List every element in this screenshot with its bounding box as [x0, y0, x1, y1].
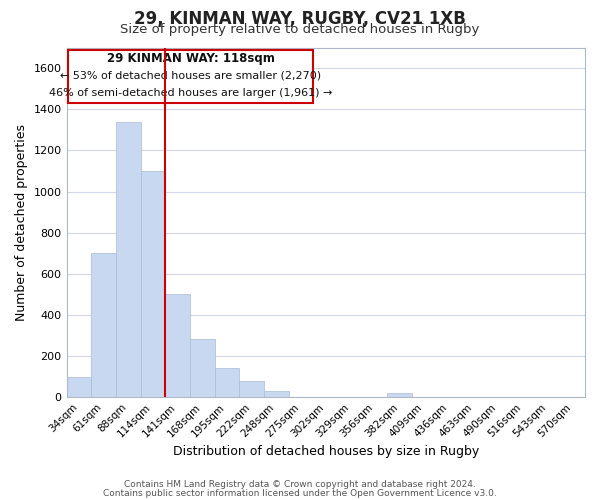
Bar	[264, 391, 289, 397]
Bar	[388, 393, 412, 397]
Bar	[68, 50, 313, 103]
Bar	[116, 122, 140, 397]
Text: Contains public sector information licensed under the Open Government Licence v3: Contains public sector information licen…	[103, 488, 497, 498]
Bar	[215, 368, 239, 397]
Y-axis label: Number of detached properties: Number of detached properties	[15, 124, 28, 321]
Bar	[190, 338, 215, 397]
Bar	[140, 171, 165, 397]
X-axis label: Distribution of detached houses by size in Rugby: Distribution of detached houses by size …	[173, 444, 479, 458]
Bar	[239, 381, 264, 397]
Text: 46% of semi-detached houses are larger (1,961) →: 46% of semi-detached houses are larger (…	[49, 88, 332, 98]
Text: Contains HM Land Registry data © Crown copyright and database right 2024.: Contains HM Land Registry data © Crown c…	[124, 480, 476, 489]
Bar	[67, 376, 91, 397]
Bar	[165, 294, 190, 397]
Text: 29, KINMAN WAY, RUGBY, CV21 1XB: 29, KINMAN WAY, RUGBY, CV21 1XB	[134, 10, 466, 28]
Bar	[91, 253, 116, 397]
Text: 29 KINMAN WAY: 118sqm: 29 KINMAN WAY: 118sqm	[107, 52, 275, 66]
Text: Size of property relative to detached houses in Rugby: Size of property relative to detached ho…	[121, 22, 479, 36]
Text: ← 53% of detached houses are smaller (2,270): ← 53% of detached houses are smaller (2,…	[60, 70, 321, 81]
